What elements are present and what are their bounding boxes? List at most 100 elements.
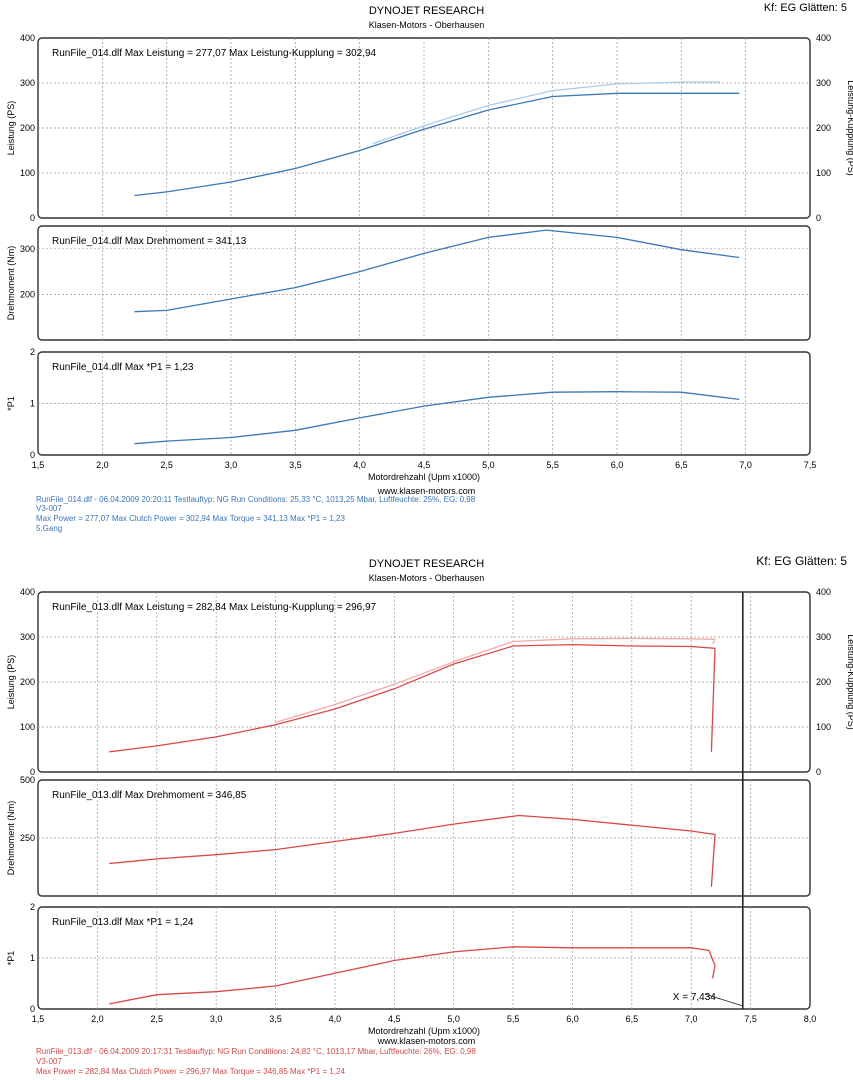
sheet1-drehmoment-ylabel: Drehmoment (Nm) (6, 246, 16, 321)
sheet2-leistung-ytick-right: 300 (816, 632, 831, 642)
sheet1-p1-xtick: 4,0 (353, 460, 366, 470)
sheet2-drehmoment-ytick: 500 (20, 775, 35, 785)
sheet2-p1-xtick: 5,0 (447, 1014, 460, 1024)
sheet1-footer-version: V3-007 (36, 504, 62, 513)
sheet2-leistung-ytick: 400 (20, 587, 35, 597)
sheet1-settings: Kf: EG Glätten: 5 (763, 2, 847, 14)
sheet1-leistung-ytick: 100 (20, 168, 35, 178)
sheet1-leistung-ytick: 400 (20, 33, 35, 43)
sheet2-footer-version: V3-007 (36, 1057, 62, 1066)
sheet2-p1-xtick: 7,5 (744, 1014, 757, 1024)
sheet2-p1-xtick: 3,5 (269, 1014, 282, 1024)
sheet2-p1-xtick: 7,0 (685, 1014, 698, 1024)
sheet1-leistung-ytick: 200 (20, 123, 35, 133)
sheet1-p1-xtick: 3,5 (289, 460, 302, 470)
sheet1-leistung-ytick: 300 (20, 78, 35, 88)
sheet1-leistung-series-kupplung (372, 81, 720, 145)
sheet1-website: www.klasen-motors.com (377, 486, 476, 496)
sheet1-p1-ytick: 1 (30, 399, 35, 409)
sheet2-leistung-ytick-right: 0 (816, 767, 821, 777)
sheet2-footer-run: RunFile_013.dlf - 06.04.2009 20:17:31 Te… (36, 1047, 476, 1056)
sheet1-p1-ytick: 2 (30, 347, 35, 357)
sheet1-p1-xlabel: Motordrehzahl (Upm x1000) (368, 472, 480, 482)
sheet1-drehmoment-ytick: 200 (20, 289, 35, 299)
sheet2-subtitle: Klasen-Motors - Oberhausen (368, 573, 485, 583)
sheet1-p1-xtick: 2,5 (160, 460, 173, 470)
sheet2-leistung-ytick-right: 100 (816, 722, 831, 732)
sheet1-p1-xtick: 5,5 (546, 460, 559, 470)
sheet2-p1-ytick: 0 (30, 1004, 35, 1014)
sheet1-footer-run: RunFile_014.dlf - 06.04.2009 20:20:11 Te… (36, 495, 476, 504)
sheet1-drehmoment-series-drehmoment (134, 229, 740, 313)
sheet2-leistung-ytick: 300 (20, 632, 35, 642)
sheet1-drehmoment-ytick: 300 (20, 244, 35, 254)
sheet1-leistung-ylabel-right: Leistung-Kupplung (PS) (846, 80, 853, 176)
sheet2-p1-ytick: 2 (30, 902, 35, 912)
sheet2-title: DYNOJET RESEARCH (368, 558, 485, 570)
sheet2-leistung-ytick-right: 400 (816, 587, 831, 597)
sheet1-drehmoment-annotation: RunFile_014.dlf Max Drehmoment = 341,13 (52, 236, 247, 247)
sheet1-p1-xtick: 2,0 (96, 460, 109, 470)
sheet1-p1-xtick: 6,0 (611, 460, 624, 470)
sheet2-leistung-ylabel-right: Leistung-Kupplung (PS) (846, 634, 853, 730)
sheet2-website: www.klasen-motors.com (377, 1036, 476, 1046)
sheet1-leistung-ylabel: Leistung (PS) (6, 101, 16, 156)
sheet2-p1-ylabel: *P1 (6, 951, 16, 966)
sheet2-drehmoment-ylabel: Drehmoment (Nm) (6, 801, 16, 876)
sheet2-cursor-leader (704, 993, 743, 1007)
sheet1-footer-max: Max Power = 277,07 Max Clutch Power = 30… (36, 514, 345, 523)
sheet1-leistung-ytick: 0 (30, 213, 35, 223)
sheet2-p1-xtick: 4,0 (329, 1014, 342, 1024)
sheet2-p1-xtick: 8,0 (804, 1014, 817, 1024)
sheet2-p1-ytick: 1 (30, 953, 35, 963)
sheet1-leistung-ytick-right: 0 (816, 213, 821, 223)
sheet2-cursor-label: X = 7,434 (673, 992, 717, 1003)
sheet1-p1-ytick: 0 (30, 450, 35, 460)
sheet1-p1-ylabel: *P1 (6, 396, 16, 411)
sheet1-leistung-ytick-right: 300 (816, 78, 831, 88)
sheet2-leistung-annotation: RunFile_013.dlf Max Leistung = 282,84 Ma… (52, 602, 377, 613)
sheet2-settings: Kf: EG Glätten: 5 (756, 554, 847, 568)
sheet1-p1-xtick: 6,5 (675, 460, 688, 470)
sheet1-p1-annotation: RunFile_014.dlf Max *P1 = 1,23 (52, 362, 194, 373)
sheet1-leistung-ytick-right: 100 (816, 168, 831, 178)
sheet1-subtitle: Klasen-Motors - Oberhausen (368, 20, 485, 30)
sheet1-p1-xtick: 4,5 (418, 460, 431, 470)
sheet1-footer-gear: 5.Gang (36, 524, 63, 533)
sheet1-leistung-ytick-right: 200 (816, 123, 831, 133)
sheet2-leistung-ylabel: Leistung (PS) (6, 655, 16, 710)
sheet2-leistung-ytick: 200 (20, 677, 35, 687)
sheet1-p1-xtick: 3,0 (225, 460, 238, 470)
sheet1-p1-xtick: 5,0 (482, 460, 495, 470)
sheet1-title: DYNOJET RESEARCH (368, 5, 485, 17)
sheet2-p1-xtick: 4,5 (388, 1014, 401, 1024)
sheet2-drehmoment-annotation: RunFile_013.dlf Max Drehmoment = 346,85 (52, 790, 247, 801)
sheet1-p1-xtick: 7,5 (804, 460, 817, 470)
sheet1-p1-series-p1 (134, 391, 740, 445)
sheet2-p1-xtick: 6,0 (566, 1014, 579, 1024)
sheet2-p1-xtick: 1,5 (32, 1014, 45, 1024)
sheet2-drehmoment-ytick: 250 (20, 833, 35, 843)
sheet2-leistung-series-leistung (109, 643, 716, 753)
sheet1-leistung-annotation: RunFile_014.dlf Max Leistung = 277,07 Ma… (52, 48, 377, 59)
sheet2-p1-annotation: RunFile_013.dlf Max *P1 = 1,24 (52, 917, 194, 928)
sheet2-drehmoment-series-drehmoment (109, 814, 716, 887)
sheet2-leistung-series-kupplung (275, 637, 716, 724)
sheet2-p1-xlabel: Motordrehzahl (Upm x1000) (368, 1026, 480, 1036)
sheet1-p1-xtick: 7,0 (739, 460, 752, 470)
sheet2-leistung-ytick: 100 (20, 722, 35, 732)
sheet1-leistung-series-leistung (134, 92, 740, 197)
sheet2-p1-series-p1 (109, 946, 716, 1005)
sheet2-p1-xtick: 3,0 (210, 1014, 223, 1024)
sheet2-leistung-ytick: 0 (30, 767, 35, 777)
sheet2-footer-max: Max Power = 282,84 Max Clutch Power = 29… (36, 1067, 345, 1076)
sheet2-p1-xtick: 2,5 (151, 1014, 164, 1024)
sheet2-p1-xtick: 5,5 (507, 1014, 520, 1024)
sheet2-p1-xtick: 2,0 (91, 1014, 104, 1024)
sheet1-p1-xtick: 1,5 (32, 460, 45, 470)
sheet1-leistung-ytick-right: 400 (816, 33, 831, 43)
sheet2-leistung-ytick-right: 200 (816, 677, 831, 687)
sheet2-p1-xtick: 6,5 (626, 1014, 639, 1024)
